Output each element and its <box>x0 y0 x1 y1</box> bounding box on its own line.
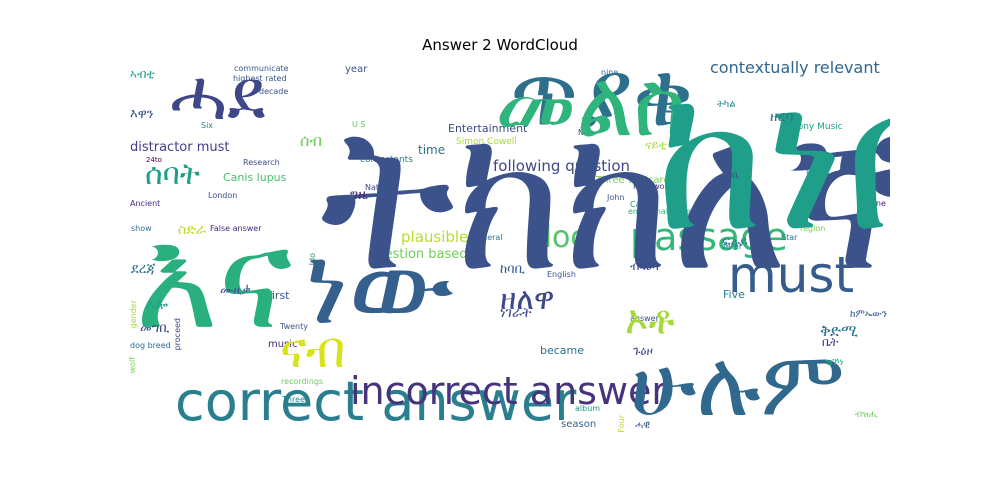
word-52: Twenty <box>280 322 308 331</box>
chart-title: Answer 2 WordCloud <box>422 36 578 54</box>
word-84: ኣሎ <box>147 297 168 313</box>
word-25: highest rated <box>233 74 287 83</box>
word-75: እዋን <box>130 107 154 122</box>
word-32: General <box>471 233 503 242</box>
word-0: correct answer <box>175 370 577 433</box>
word-5: contextually relevant <box>710 60 880 77</box>
word-47: 24to <box>146 156 162 164</box>
word-20: contestants <box>360 155 413 165</box>
word-65: ሁሉም <box>630 332 845 437</box>
word-73: ብዛዕባ <box>630 259 659 273</box>
word-88: ፍሉይ <box>722 235 748 250</box>
word-9: distractor must <box>130 140 230 155</box>
word-11: Canis lupus <box>223 171 287 184</box>
word-40: feral <box>723 242 742 251</box>
word-7: question based <box>368 247 468 262</box>
word-14: time <box>418 143 446 157</box>
word-3: must <box>728 246 855 304</box>
word-18: Five <box>723 288 745 301</box>
word-2: passage <box>630 215 788 259</box>
word-60: እና <box>135 198 293 361</box>
word-23: Research <box>243 158 280 167</box>
word-66: ሰባት <box>145 157 201 192</box>
word-94: ዓቢ <box>727 171 740 181</box>
word-89: ዝኾነ <box>825 357 844 368</box>
word-38: region <box>800 224 826 233</box>
word-41: tail <box>806 167 819 176</box>
word-12: Three wildcards <box>596 175 676 186</box>
word-16: music <box>268 339 298 350</box>
word-86: ጉዕዞ <box>633 344 653 358</box>
word-4: dog <box>533 220 590 255</box>
word-78: ነገራት <box>500 305 532 321</box>
word-83: ስድራ <box>178 222 206 238</box>
word-27: False answer <box>210 224 262 233</box>
word-55: album <box>575 404 601 413</box>
word-64: ከነበረው <box>655 60 890 276</box>
word-92: ሓዊ <box>635 420 651 431</box>
word-26: decade <box>259 87 289 96</box>
word-90: ከምኡውን <box>850 309 887 320</box>
word-68: ናብ <box>280 321 346 379</box>
word-28: London <box>208 191 238 200</box>
word-63: መልስ <box>495 60 687 157</box>
word-43: nine <box>601 68 619 77</box>
word-69: ኦቶ <box>625 297 675 343</box>
word-29: Ancient <box>130 199 161 208</box>
word-13: became <box>540 344 585 357</box>
word-30: show <box>131 224 152 233</box>
word-21: Sony Music <box>792 122 843 132</box>
word-37: Hollywood <box>633 182 675 191</box>
word-24: communicate <box>234 64 289 73</box>
word-53: recordings <box>281 377 324 386</box>
word-35: Canis <box>630 200 652 209</box>
word-19: year <box>345 64 368 75</box>
word-8: plausible <box>401 228 469 246</box>
word-15: first <box>268 289 290 302</box>
word-62: ትክክለኛ <box>320 83 890 316</box>
word-39: Star <box>781 233 798 242</box>
word-87: ቤት <box>822 335 839 349</box>
word-56: Four <box>617 415 626 433</box>
word-59: ነው <box>305 221 455 349</box>
word-54: Three <box>282 395 305 404</box>
word-45: Six <box>201 121 214 130</box>
word-67: ዘለዋ <box>500 282 555 317</box>
word-72: ቅድሚ <box>820 321 859 340</box>
word-77: ከባቢ <box>500 262 525 277</box>
word-46: U S <box>352 120 366 129</box>
word-17: season <box>561 419 597 430</box>
word-57: answer <box>630 314 659 323</box>
word-71: ሰብ <box>300 131 323 150</box>
word-79: ናይቲ <box>645 138 667 152</box>
word-33: English <box>547 270 576 279</box>
word-80: ዘረባ <box>770 109 794 125</box>
word-10: Entertainment <box>448 122 528 135</box>
word-cloud: correct answer incorrect answer passage mus… <box>125 60 890 440</box>
word-36: emotional state <box>628 207 691 216</box>
word-48: dog breed <box>130 341 171 350</box>
word-93: ትካል <box>717 99 736 110</box>
word-34: John <box>607 193 625 202</box>
word-6: following question <box>493 157 631 175</box>
word-70: ሓደ <box>170 60 266 136</box>
word-82: መግቢ <box>140 321 170 336</box>
word-74: ኣብቲ <box>130 67 155 81</box>
word-76: ግዜ <box>350 187 368 203</box>
word-81: ሙዚቃ <box>220 283 251 297</box>
word-61: ጥያቄ <box>510 60 694 147</box>
word-42: one <box>871 199 886 208</box>
word-1: incorrect answer <box>350 369 668 413</box>
word-31: National <box>365 183 399 192</box>
word-44: Non <box>578 128 594 137</box>
word-22: Simon Cowell <box>456 137 517 147</box>
word-91: ብዝሒ <box>855 410 878 420</box>
word-85: ደረጃ <box>131 261 156 277</box>
